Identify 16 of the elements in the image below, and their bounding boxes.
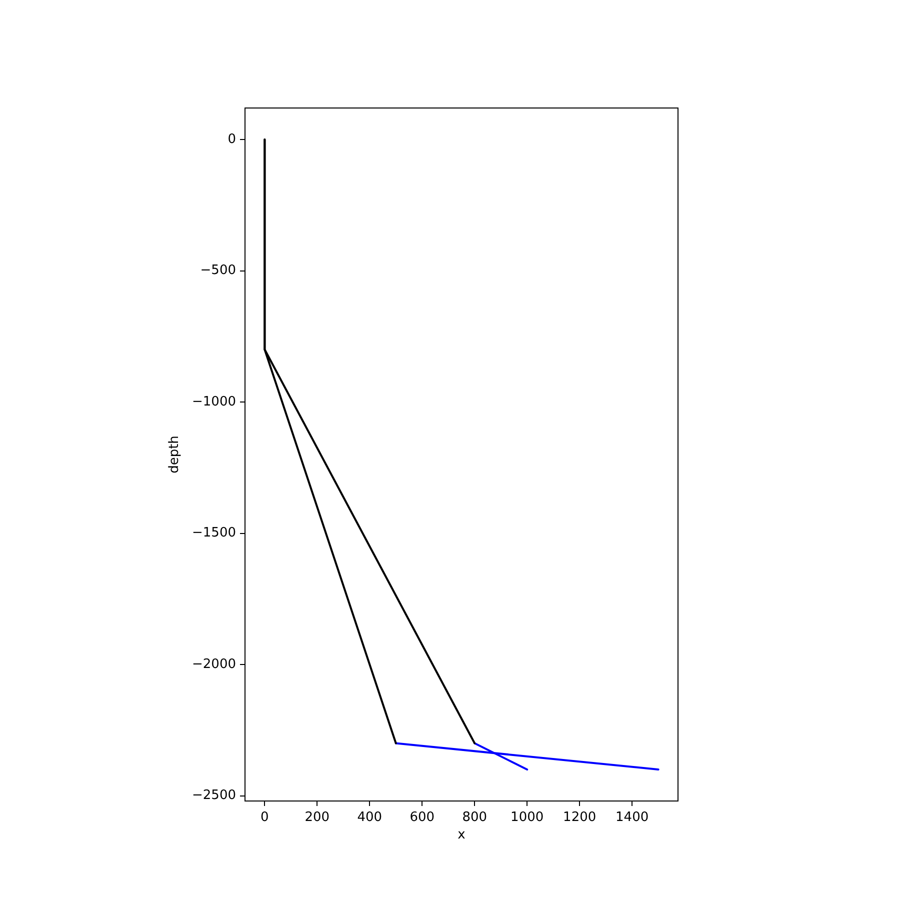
x-tick-label: 0 [260, 810, 269, 826]
x-tick-label: 1400 [616, 810, 649, 826]
x-tick-label: 200 [304, 810, 330, 826]
y-tick-label: −1000 [192, 394, 236, 410]
x-tick-label: 1000 [510, 810, 544, 826]
x-axis-title: x [458, 828, 466, 843]
x-tick-label: 1200 [563, 810, 596, 826]
y-tick-label: −2000 [192, 656, 236, 672]
y-tick-label: 0 [228, 132, 236, 147]
y-tick-label: −500 [200, 263, 236, 278]
x-tick-label: 600 [410, 810, 435, 826]
x-tick-label: 800 [462, 810, 488, 826]
y-tick-label: −2500 [192, 788, 236, 804]
y-tick-label: −1500 [192, 526, 236, 541]
x-tick-label: 400 [357, 810, 382, 826]
y-axis-title: depth [167, 436, 182, 474]
